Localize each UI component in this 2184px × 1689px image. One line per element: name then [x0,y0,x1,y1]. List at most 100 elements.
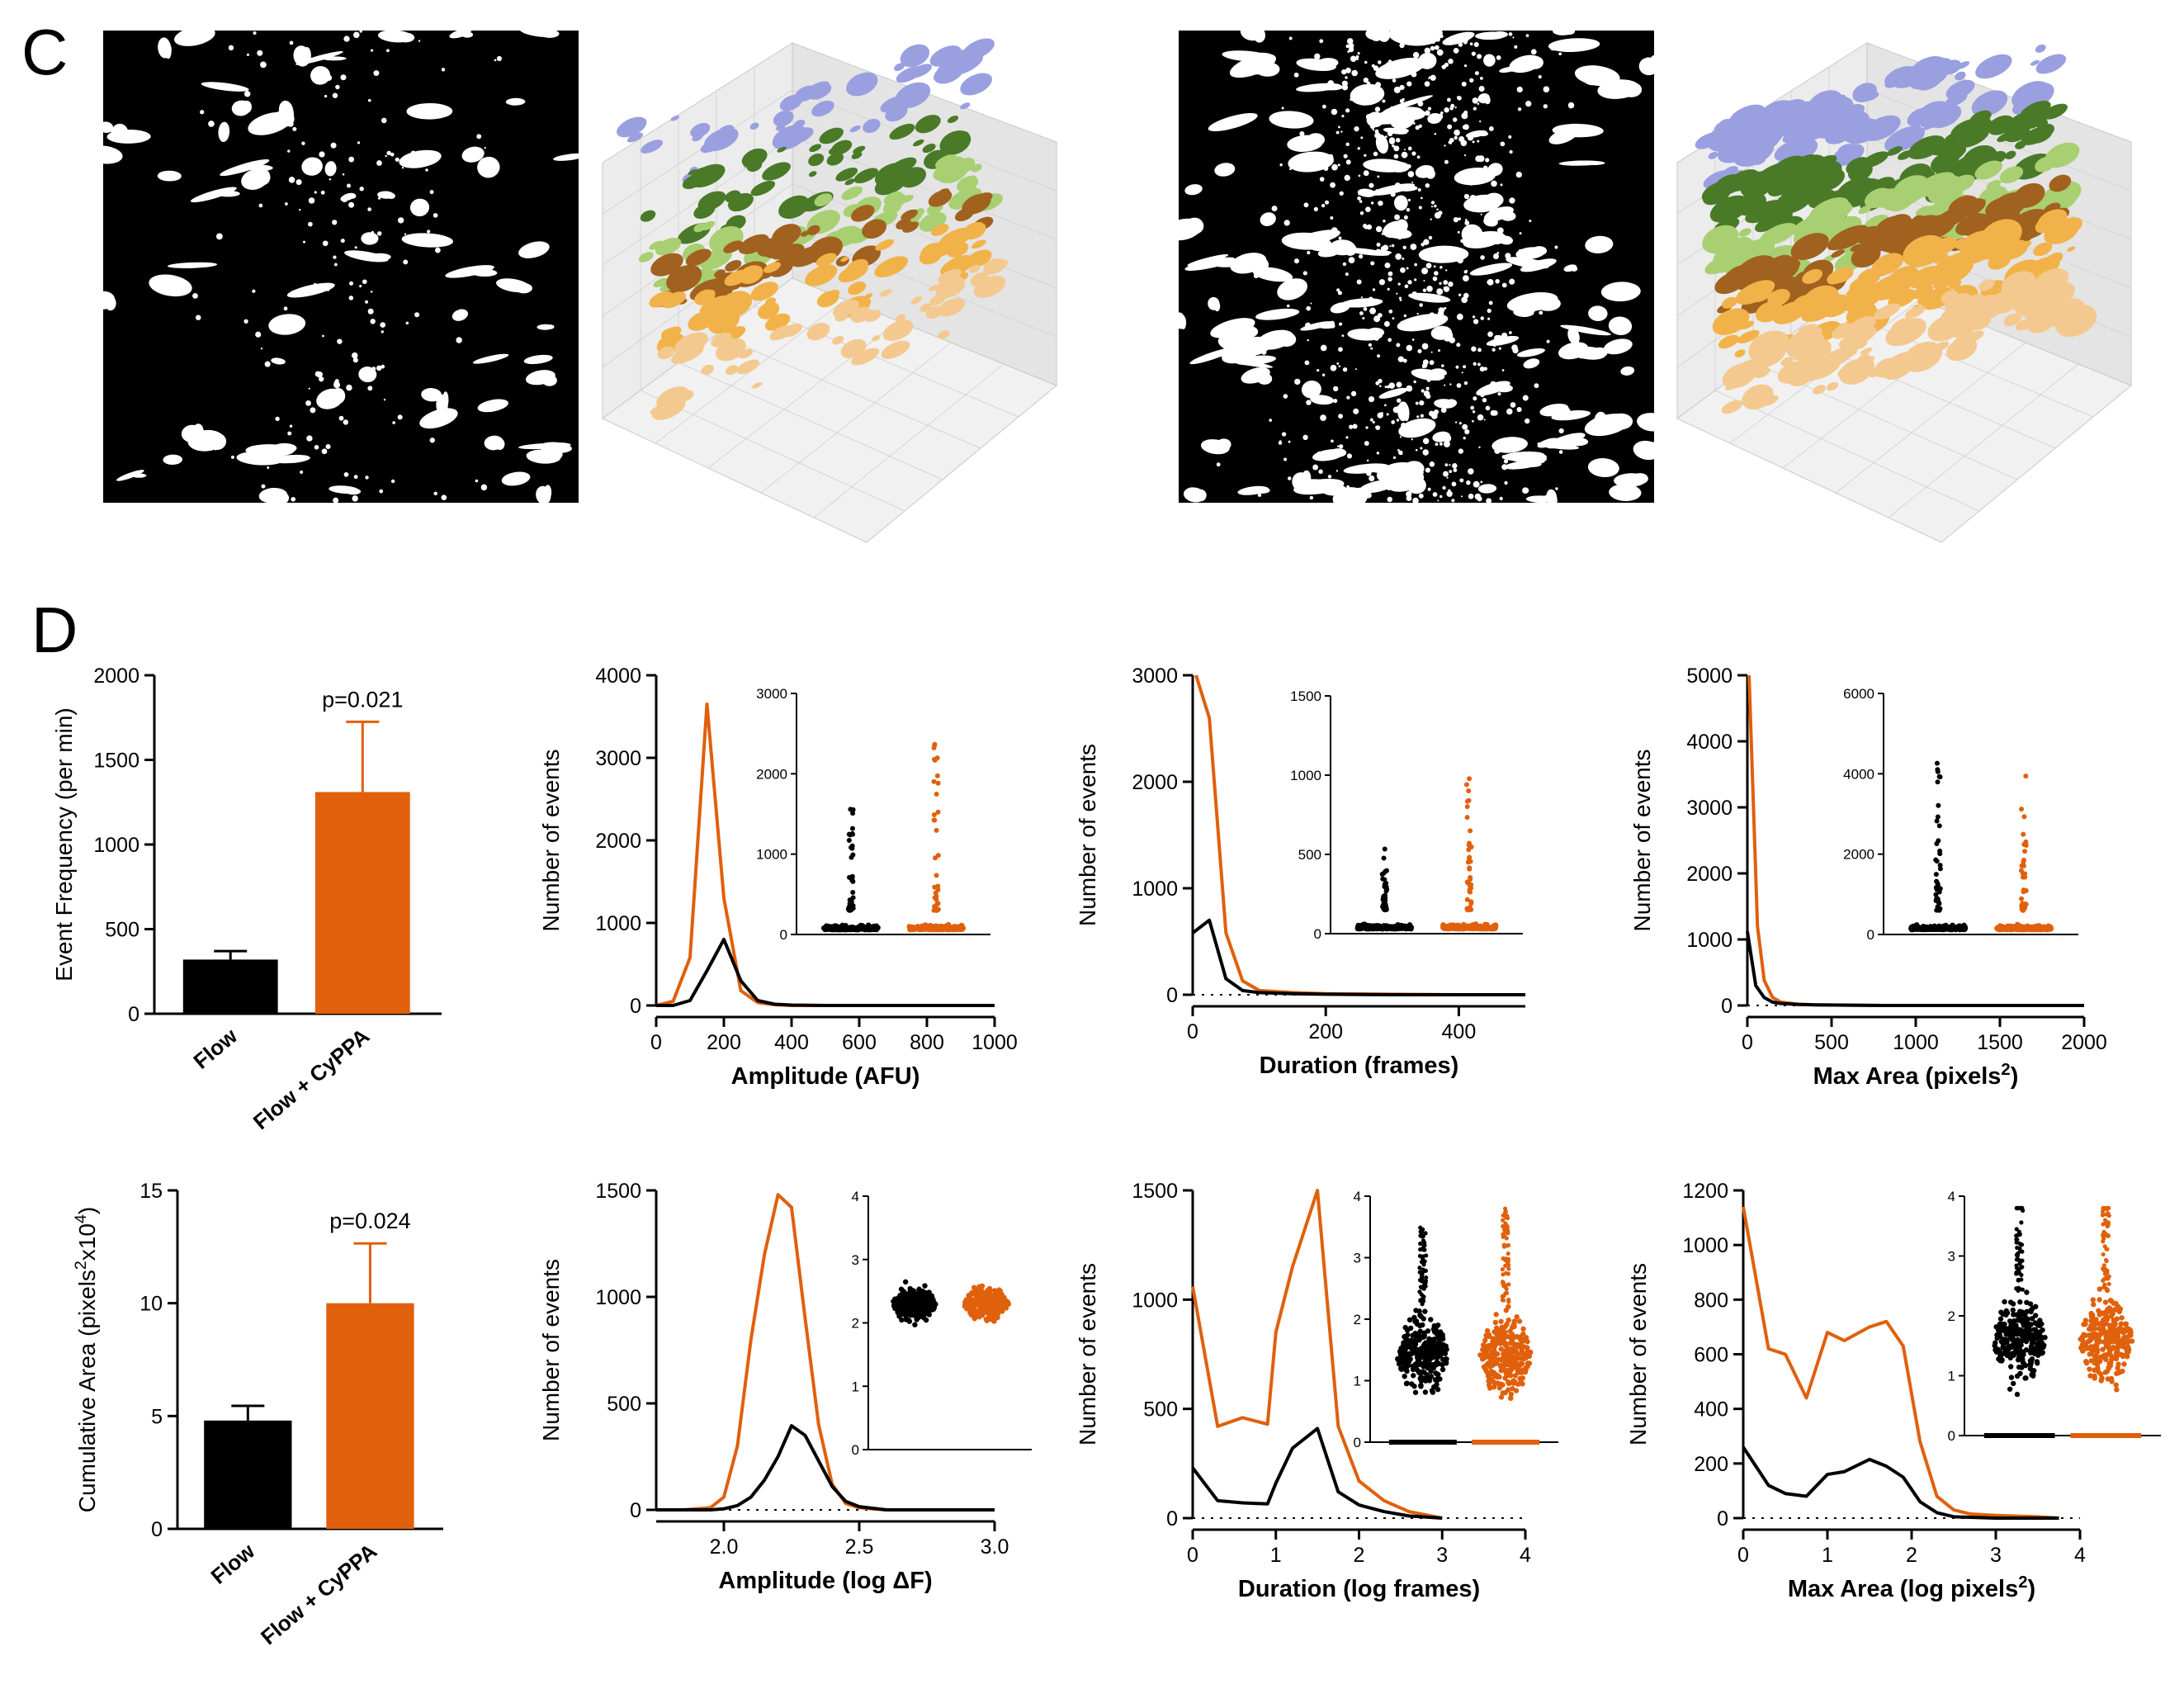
x-tick-label: 1000 [971,1031,1018,1054]
series-line-flow-cyppa [1194,674,1525,996]
inset-y-tick-label: 2 [1354,1312,1361,1327]
inset-y-tick-label: 4000 [1843,766,1874,782]
inset-y-tick-label: 4 [1354,1189,1361,1204]
x-tick-label: 2 [1354,1544,1365,1567]
x-tick-label: 400 [1442,1020,1477,1043]
y-axis-title: Number of events [1075,1263,1100,1445]
inset-y-tick-label: 3000 [756,686,787,702]
y-tick-label: 0 [630,1499,641,1522]
y-tick-label: 500 [105,919,139,942]
y-axis-title: Number of events [1629,750,1655,932]
y-axis-title: Number of events [1625,1263,1651,1445]
inset-scatter: 0 500 1000 1500 [1290,688,1523,942]
inset-scatter: 0 1 2 3 4 [852,1189,1032,1458]
cluster-3d-plot-flow-cyppa [1676,42,2132,543]
y-tick-label: 1500 [595,1180,641,1203]
inset-y-tick-label: 3 [852,1252,859,1268]
cluster-3d-plot-flow [602,38,1057,543]
series-line-flow-cyppa [1742,1206,2059,1520]
x-tick-label: 0 [1187,1544,1198,1567]
inset-dots-flow-cyppa [1440,776,1499,932]
inset-dots-flow [891,1279,938,1327]
y-tick-label: 0 [128,1003,139,1026]
y-tick-label: 1000 [1682,1234,1728,1257]
y-axis-title: Cumulative Area (pixels2x104) [72,1207,100,1512]
inset-dots-flow-cyppa [2070,1205,2142,1438]
series-line-flow [656,1424,995,1512]
inset-dots-flow-cyppa [1472,1206,1540,1445]
inset-y-tick-label: 4 [1948,1189,1955,1204]
inset-y-tick-label: 2 [1948,1308,1955,1324]
inset-zero-row [1472,1440,1540,1445]
inset-dots-flow [1388,1225,1457,1445]
category-label: Flow + CyPPA [256,1538,381,1649]
inset-dots-flow-cyppa [1994,774,2054,933]
x-axis-title: Amplitude (AFU) [731,1063,920,1090]
inset-y-tick-label: 2 [852,1316,859,1332]
y-tick-label: 500 [1143,1398,1178,1422]
inset-y-tick-label: 3 [1948,1249,1955,1265]
inset-dots-flow [820,807,881,933]
histogram-amplitude: 0 1000 2000 3000 4000 0 200 400 600 800 1000 Amplit… [538,665,1018,1090]
series-line-flow-cyppa [655,703,995,1007]
y-axis-title: Number of events [538,750,564,932]
y-tick-label: 3000 [595,747,641,770]
x-tick-label: 1 [1270,1544,1282,1567]
y-tick-label: 2000 [1132,771,1178,794]
inset-scatter: 0 2000 4000 6000 [1843,686,2078,943]
y-tick-label: 0 [630,995,641,1018]
inset-y-tick-label: 0 [1867,927,1874,943]
x-axis-title: Duration (log frames) [1238,1576,1480,1602]
inset-y-tick-label: 1000 [756,847,787,863]
y-tick-label: 1000 [93,834,139,857]
inset-scatter: 0 1000 2000 3000 [756,686,990,943]
y-tick-label: 3000 [1686,797,1733,820]
y-axis-title: Event Frequency (per min) [51,707,77,981]
series-line-flow [1742,1445,2059,1520]
inset-y-tick-label: 2000 [1843,847,1874,863]
y-tick-label: 800 [1694,1289,1728,1312]
x-tick-label: 3 [1436,1544,1448,1567]
x-tick-label: 4 [1520,1544,1531,1567]
inset-y-tick-label: 1000 [1290,768,1321,783]
x-tick-label: 0 [1742,1031,1753,1054]
y-tick-label: 0 [151,1518,163,1541]
binary-image-flow [103,31,579,503]
x-tick-label: 0 [650,1031,662,1054]
inset-y-tick-label: 0 [780,927,787,943]
series-line-flow [1746,931,2084,1007]
bar-flow-cyppa [326,1303,414,1529]
series-line-flow-cyppa [1747,674,2084,1007]
histogram-max-area-log: 0 200 400 600 800 1000 1200 0 1 2 3 4 Max Area (log … [1625,1180,2161,1602]
x-tick-label: 3 [1990,1544,2002,1567]
x-tick-label: 2.5 [845,1535,874,1559]
histogram-max-area: 0 1000 2000 3000 4000 5000 0 500 1000 1500 2000 Max… [1629,665,2107,1090]
series-line-flow [656,938,995,1007]
inset-zero-row [1388,1440,1457,1445]
x-tick-label: 1 [1822,1544,1833,1567]
inset-y-tick-label: 1 [1354,1374,1361,1389]
inset-dots-flow [1983,1205,2055,1438]
category-label: Flow + CyPPA [248,1023,374,1134]
y-tick-label: 200 [1694,1453,1728,1476]
x-tick-label: 200 [1308,1020,1343,1043]
y-tick-label: 15 [139,1180,163,1203]
y-axis-title: Number of events [1075,744,1100,926]
inset-y-tick-label: 1 [852,1379,859,1394]
y-tick-label: 4000 [595,665,641,688]
x-tick-label: 500 [1814,1031,1849,1054]
y-tick-label: 3000 [1132,665,1178,688]
inset-scatter: 0 1 2 3 4 [1354,1189,1558,1450]
x-tick-label: 1500 [1977,1031,2023,1054]
y-tick-label: 600 [1694,1344,1728,1367]
inset-y-tick-label: 4 [852,1189,859,1204]
bar-flow-cyppa [314,792,410,1014]
inset-y-tick-label: 3 [1354,1251,1361,1266]
x-tick-label: 0 [1737,1544,1749,1567]
histogram-duration-log: 0 500 1000 1500 0 1 2 3 4 Duration (log frames) Nu… [1075,1180,1558,1602]
y-tick-label: 0 [1166,1507,1178,1531]
y-tick-label: 2000 [93,665,139,688]
x-tick-label: 2 [1906,1544,1917,1567]
